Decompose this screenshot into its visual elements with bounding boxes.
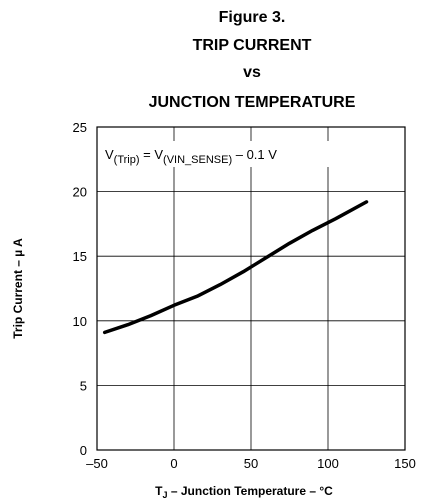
- annotation: V(Trip) = V(VIN_SENSE) – 0.1 V: [105, 147, 277, 166]
- annotation-part: (Trip): [114, 154, 140, 166]
- y-tick-label: 10: [73, 314, 87, 329]
- y-tick-label: 5: [80, 378, 87, 393]
- chart-title: Figure 3.: [219, 9, 286, 26]
- x-label-part: J: [163, 490, 168, 500]
- x-tick-label: –50: [86, 456, 108, 471]
- chart-title: vs: [243, 64, 261, 81]
- x-tick-label: 0: [170, 456, 177, 471]
- annotation-part: – 0.1 V: [232, 147, 277, 162]
- annotation-part: = V: [140, 147, 164, 162]
- line: [102, 200, 369, 335]
- annotation-box: [100, 141, 332, 167]
- annotation-part: (VIN_SENSE): [163, 154, 232, 166]
- plot-frame: [96, 126, 406, 451]
- y-tick-label: 20: [73, 185, 87, 200]
- x-tick-label: 150: [394, 456, 416, 471]
- y-tick-label: 25: [73, 120, 87, 135]
- y-tick-label: 0: [80, 443, 87, 458]
- x-tick-label: 50: [244, 456, 258, 471]
- y-tick-label: 15: [73, 249, 87, 264]
- chart-title: JUNCTION TEMPERATURE: [149, 94, 356, 111]
- y-axis-label: Trip Current – µ A: [11, 238, 25, 339]
- x-tick-label: 100: [317, 456, 339, 471]
- x-label-part: T: [155, 484, 163, 498]
- annotation-part: V: [105, 147, 114, 162]
- x-label-part: – Junction Temperature – °C: [168, 484, 334, 498]
- x-axis-label: TJ – Junction Temperature – °C: [155, 484, 333, 500]
- chart-title: TRIP CURRENT: [193, 37, 312, 54]
